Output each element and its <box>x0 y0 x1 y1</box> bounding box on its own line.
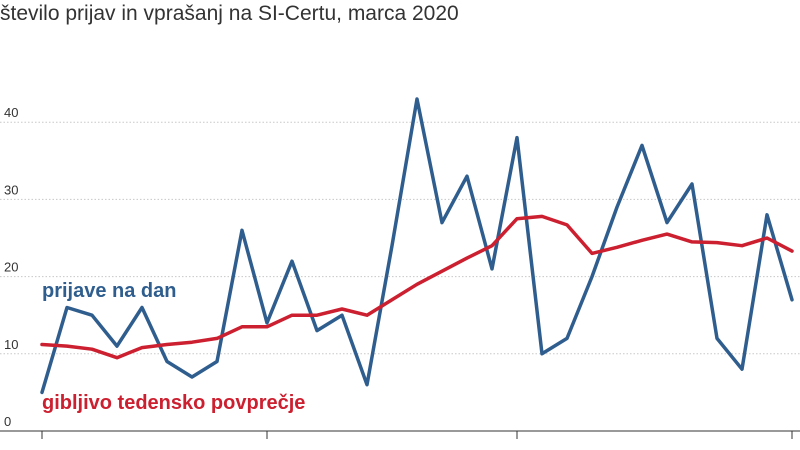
x-tick-label-20: 20 <box>510 447 524 450</box>
y-tick-label-20: 20 <box>4 260 18 275</box>
chart-title: število prijav in vprašanj na SI-Certu, … <box>0 2 459 25</box>
y-tick-label-40: 40 <box>4 105 18 120</box>
x-axis: 1 10 20 31 <box>0 430 800 450</box>
series-label-halo-2: gibljivo tedensko povprečje <box>42 392 305 414</box>
series-line-2 <box>40 214 794 360</box>
y-tick-label-10: 10 <box>4 337 18 352</box>
x-tick-label-10: 10 <box>260 447 274 450</box>
series-label-halo-1: prijave na dan <box>42 280 177 302</box>
gridlines: 0 10 20 30 40 <box>0 105 800 429</box>
x-tick-label-31: 31 <box>785 447 799 450</box>
series-label-1: prijave na dan <box>42 280 177 302</box>
series-lines <box>40 97 794 395</box>
series-line-1 <box>40 97 794 395</box>
series-label-2: gibljivo tedensko povprečje <box>42 392 305 414</box>
x-tick-label-1: 1 <box>38 447 45 450</box>
y-tick-label-0: 0 <box>4 414 11 429</box>
y-tick-label-30: 30 <box>4 182 18 197</box>
